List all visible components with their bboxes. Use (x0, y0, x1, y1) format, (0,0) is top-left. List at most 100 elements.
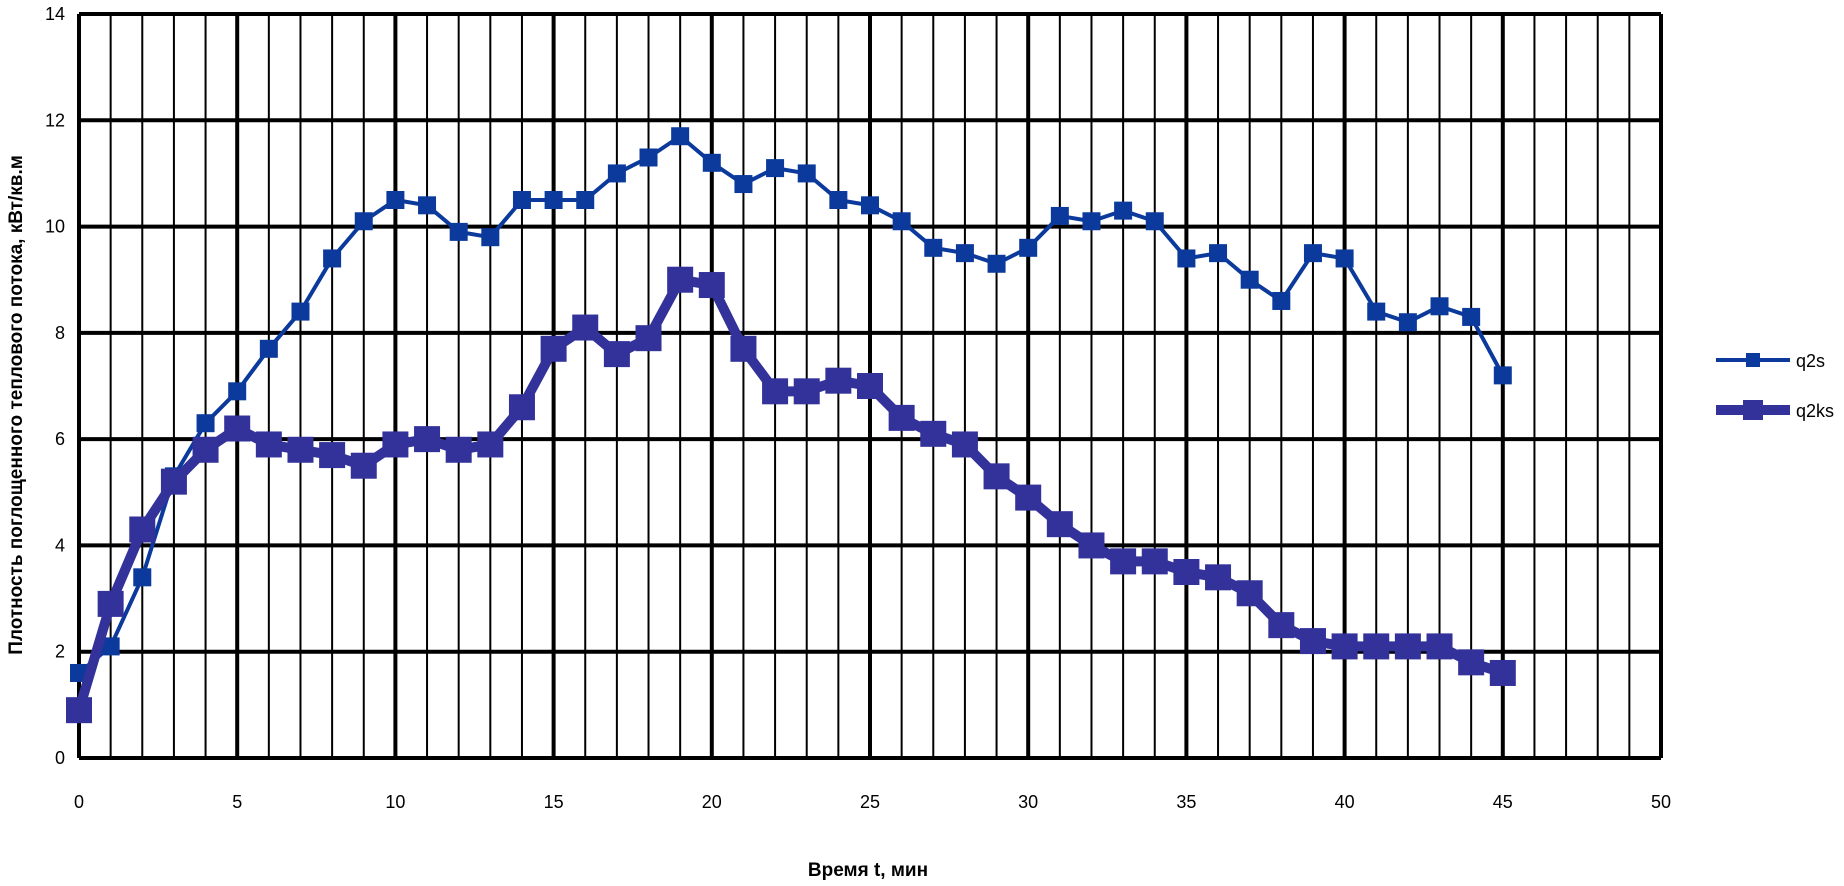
data-point (228, 382, 247, 401)
x-tick-label: 30 (1018, 792, 1038, 812)
legend-marker (1743, 400, 1763, 420)
data-point (386, 191, 405, 209)
data-point (861, 196, 879, 215)
data-point (382, 431, 409, 458)
data-point (1489, 659, 1516, 686)
data-point (1209, 244, 1228, 263)
data-point (224, 415, 251, 442)
data-point (196, 414, 215, 433)
data-point (1145, 212, 1164, 231)
data-point (607, 164, 626, 183)
data-point (1299, 628, 1326, 655)
x-tick-label: 15 (544, 792, 564, 812)
y-tick-label: 4 (55, 535, 65, 555)
data-point (797, 164, 816, 183)
data-point (987, 254, 1006, 273)
y-tick-label: 8 (55, 323, 65, 343)
x-tick-label: 10 (385, 792, 405, 812)
data-point (576, 191, 595, 209)
data-point (1110, 548, 1137, 575)
data-point (1177, 249, 1196, 268)
data-point (101, 637, 120, 656)
data-point (671, 127, 690, 146)
data-point (418, 196, 437, 215)
data-point (350, 452, 377, 479)
data-point (603, 341, 630, 368)
data-point (1462, 307, 1481, 326)
data-point (857, 373, 883, 399)
data-point (1019, 238, 1038, 257)
data-point (1363, 633, 1390, 660)
y-tick-label: 14 (45, 4, 65, 24)
data-point (1426, 633, 1453, 660)
data-point (667, 266, 694, 293)
data-point (1394, 633, 1421, 660)
data-point (734, 175, 753, 194)
data-point (1335, 249, 1354, 268)
data-point (1015, 484, 1042, 511)
data-point (449, 222, 468, 241)
x-tick-label: 25 (860, 792, 880, 812)
data-point (259, 339, 278, 358)
series-line-q2ks (74, 274, 1505, 712)
data-point (766, 159, 785, 178)
data-point (323, 249, 342, 268)
data-point (829, 191, 848, 209)
data-point (287, 436, 314, 463)
data-point (477, 431, 504, 458)
data-point (892, 212, 911, 231)
series-group (66, 127, 1516, 724)
data-point (1078, 532, 1105, 559)
data-point (983, 463, 1010, 490)
series-q2s (70, 127, 1512, 682)
x-tick-label: 50 (1651, 792, 1671, 812)
data-point (1236, 580, 1263, 607)
data-point (920, 420, 947, 447)
x-axis-ticks: 0 5 10 15 20 25 30 35 40 45 50 (74, 792, 1671, 812)
data-point (133, 568, 152, 587)
data-point (639, 148, 658, 167)
data-point (319, 442, 346, 469)
data-point (702, 153, 721, 172)
data-point (951, 431, 978, 458)
data-point (572, 314, 599, 341)
data-point (955, 244, 974, 263)
data-point (635, 325, 662, 352)
data-point (762, 378, 789, 405)
data-point (129, 516, 156, 543)
data-point (1458, 649, 1485, 676)
y-tick-label: 2 (55, 642, 65, 662)
data-point (1367, 302, 1386, 321)
legend-label: q2s (1796, 351, 1825, 371)
data-point (512, 191, 531, 209)
x-tick-label: 20 (702, 792, 722, 812)
legend: q2s q2ks (1716, 351, 1834, 421)
data-point (354, 212, 373, 231)
y-tick-label: 10 (45, 217, 65, 237)
data-point (1240, 270, 1259, 289)
data-point (481, 228, 500, 247)
x-tick-label: 40 (1335, 792, 1355, 812)
data-point (1046, 511, 1073, 538)
x-tick-label: 0 (74, 792, 84, 812)
y-axis-label: Плотность поглощенного теплового потока,… (6, 155, 27, 655)
data-point (1493, 366, 1512, 385)
data-point (1141, 548, 1168, 575)
data-point (1268, 612, 1295, 639)
y-tick-label: 6 (55, 429, 65, 449)
data-point (192, 436, 219, 463)
series-q2ks (66, 266, 1516, 724)
data-point (255, 431, 282, 458)
data-point (825, 367, 852, 394)
y-tick-label: 0 (55, 748, 65, 768)
data-point (540, 335, 567, 362)
legend-item-q2s: q2s (1716, 351, 1825, 371)
data-point (544, 191, 563, 209)
y-tick-label: 12 (45, 110, 65, 130)
data-point (445, 436, 472, 463)
data-point (1082, 212, 1101, 231)
data-point (888, 404, 915, 431)
data-point (508, 394, 535, 421)
data-point (924, 238, 943, 257)
